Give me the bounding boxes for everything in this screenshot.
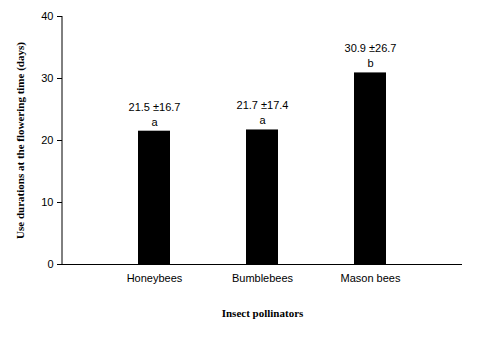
svg-text:Honeybees: Honeybees [127,272,183,284]
svg-text:21.7 ±17.4: 21.7 ±17.4 [237,99,289,111]
svg-text:0: 0 [47,258,53,270]
svg-text:b: b [367,57,373,69]
svg-text:20: 20 [41,134,53,146]
svg-text:Use durations at the flowering: Use durations at the flowering time (day… [14,42,27,239]
svg-text:21.5 ±16.7: 21.5 ±16.7 [129,101,181,113]
svg-text:a: a [151,116,158,128]
svg-text:30: 30 [41,72,53,84]
svg-text:40: 40 [41,10,53,22]
svg-text:10: 10 [41,196,53,208]
svg-text:a: a [259,114,266,126]
svg-text:30.9 ±26.7: 30.9 ±26.7 [345,42,397,54]
svg-text:Insect pollinators: Insect pollinators [222,307,304,319]
svg-text:Bumblebees: Bumblebees [232,272,294,284]
svg-text:Mason bees: Mason bees [341,272,401,284]
